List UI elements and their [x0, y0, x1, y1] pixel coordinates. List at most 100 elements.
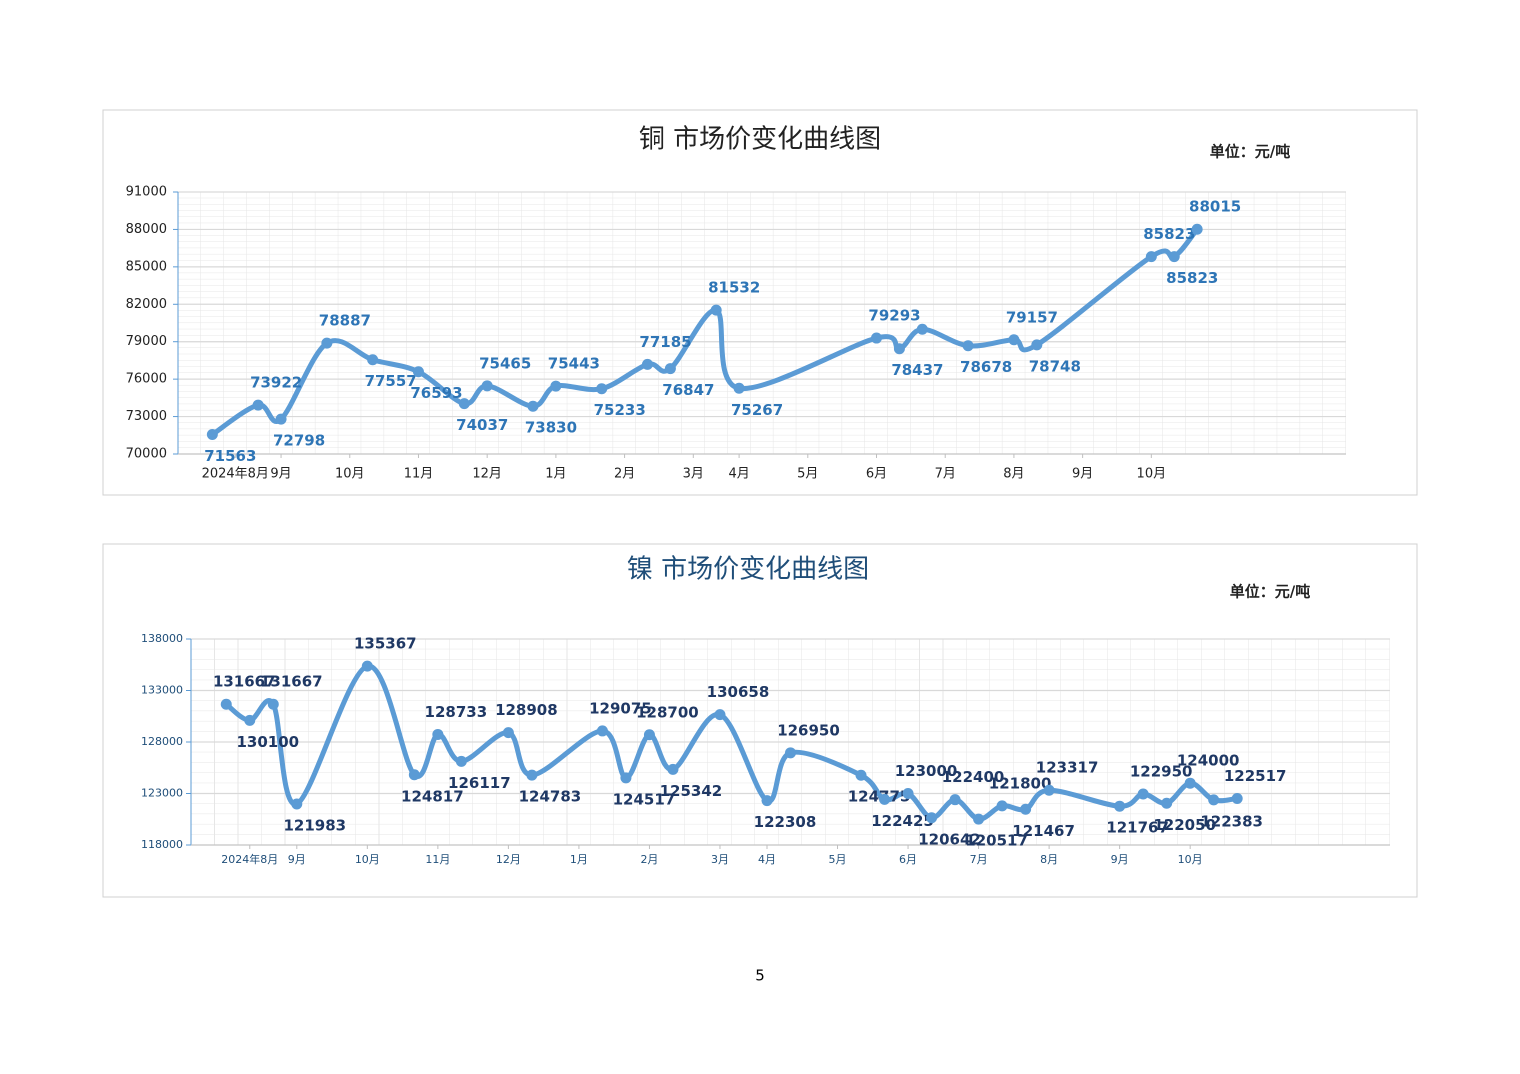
y-tick-label: 70000	[126, 447, 167, 462]
data-label: 122425	[871, 812, 934, 830]
data-label: 124783	[519, 788, 582, 806]
data-label: 85823	[1143, 225, 1195, 243]
data-label: 128700	[636, 703, 699, 721]
x-tick-label: 12月	[496, 853, 521, 866]
x-tick-label: 1月	[570, 853, 588, 866]
data-point	[664, 363, 676, 375]
x-tick-label: 10月	[1137, 467, 1167, 482]
x-tick-label: 7月	[970, 853, 988, 866]
x-tick-label: 3月	[683, 467, 704, 482]
data-point	[244, 714, 256, 726]
x-tick-label: 9月	[288, 853, 306, 866]
data-point	[620, 772, 632, 784]
data-label: 72798	[273, 432, 325, 450]
data-point	[926, 812, 938, 824]
data-point	[1043, 784, 1055, 796]
data-point	[641, 358, 653, 370]
data-point	[1008, 334, 1020, 346]
y-tick-label: 73000	[126, 409, 167, 424]
data-label: 123000	[895, 762, 958, 780]
data-point	[871, 332, 883, 344]
x-tick-label: 2024年8月	[221, 852, 278, 866]
x-tick-label: 11月	[425, 853, 450, 866]
data-point	[855, 769, 867, 781]
data-point	[916, 323, 928, 335]
y-tick-label: 133000	[141, 684, 183, 697]
data-label: 78887	[319, 312, 371, 330]
data-point	[291, 798, 303, 810]
data-point	[596, 383, 608, 395]
data-point	[1191, 223, 1203, 235]
data-label: 88015	[1189, 198, 1241, 216]
data-point	[761, 795, 773, 807]
data-label: 124817	[401, 787, 464, 805]
data-label: 122050	[1153, 816, 1216, 834]
data-label: 128908	[495, 701, 558, 719]
data-point	[879, 793, 891, 805]
data-label: 124517	[613, 790, 676, 808]
unit-label: 单位：元/吨	[1230, 583, 1310, 601]
data-label: 75233	[594, 401, 646, 419]
data-label: 122308	[754, 813, 817, 831]
data-point	[455, 755, 467, 767]
x-tick-label: 4月	[758, 853, 776, 866]
data-label: 122950	[1130, 763, 1193, 781]
data-label: 71563	[204, 447, 256, 465]
data-label: 131667	[260, 673, 323, 691]
data-point	[458, 398, 470, 410]
data-point	[502, 727, 514, 739]
x-tick-label: 5月	[797, 467, 818, 482]
data-label: 76847	[662, 381, 714, 399]
data-label: 122517	[1224, 767, 1287, 785]
x-tick-label: 8月	[1003, 467, 1024, 482]
data-point	[252, 399, 264, 411]
x-tick-label: 10月	[1178, 853, 1203, 866]
data-label: 129075	[589, 699, 652, 717]
data-point	[1145, 251, 1157, 263]
chart-title: 铜 市场价变化曲线图	[639, 125, 881, 155]
x-tick-label: 8月	[1040, 853, 1058, 866]
x-tick-label: 10月	[335, 467, 365, 482]
x-tick-label: 6月	[866, 467, 887, 482]
data-point	[1031, 339, 1043, 351]
data-point	[1168, 251, 1180, 263]
data-label: 120517	[965, 832, 1028, 850]
data-label: 123317	[1036, 759, 1099, 777]
data-label: 120642	[918, 830, 981, 848]
data-label: 73830	[525, 419, 577, 437]
page-number: 5	[755, 967, 765, 985]
data-point	[949, 794, 961, 806]
data-point	[1020, 803, 1032, 815]
data-label: 75443	[548, 355, 600, 373]
data-label: 75465	[479, 354, 531, 372]
y-tick-label: 128000	[141, 735, 183, 748]
data-label: 122400	[942, 768, 1005, 786]
y-tick-label: 82000	[126, 297, 167, 312]
unit-label: 单位：元/吨	[1210, 143, 1290, 161]
x-tick-label: 11月	[404, 467, 434, 482]
data-point	[481, 380, 493, 392]
data-point	[275, 413, 287, 425]
data-point	[714, 709, 726, 721]
data-label: 85823	[1166, 269, 1218, 287]
chart-title: 镍 市场价变化曲线图	[627, 555, 869, 585]
data-label: 130100	[236, 733, 299, 751]
data-point	[1114, 800, 1126, 812]
data-point	[902, 788, 914, 799]
data-point	[267, 698, 279, 710]
data-point	[596, 725, 608, 737]
data-label: 122383	[1200, 812, 1263, 830]
data-label: 128733	[425, 703, 488, 721]
data-point	[220, 698, 232, 710]
data-label: 73922	[250, 374, 302, 392]
data-label: 77185	[639, 333, 691, 351]
x-tick-label: 12月	[472, 467, 502, 482]
data-point	[412, 366, 424, 378]
data-point	[785, 747, 796, 759]
data-point	[1208, 794, 1220, 806]
data-label: 130658	[707, 683, 770, 701]
x-tick-label: 3月	[711, 853, 729, 866]
y-tick-label: 118000	[141, 838, 183, 851]
data-label: 74037	[456, 416, 508, 434]
